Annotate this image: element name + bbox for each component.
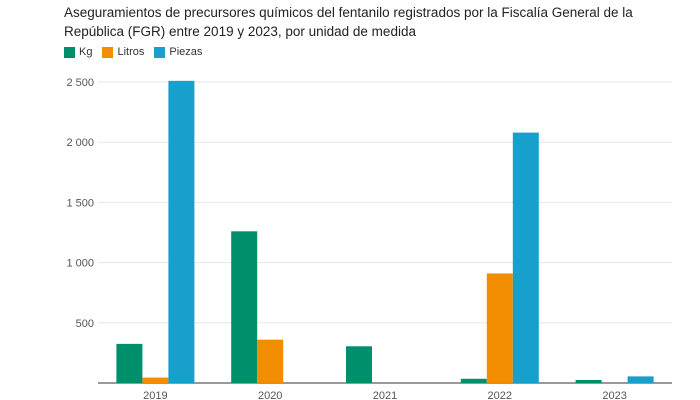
bar-litros-2020 bbox=[257, 339, 284, 383]
bar-litros-2019 bbox=[142, 377, 169, 383]
legend-label-piezas: Piezas bbox=[169, 46, 203, 58]
bar-piezas-2023 bbox=[627, 376, 654, 383]
bar-kg-2022 bbox=[460, 378, 487, 383]
x-tick-label: 2021 bbox=[373, 390, 397, 400]
bar-piezas-2019 bbox=[168, 80, 195, 383]
legend-label-litros: Litros bbox=[117, 46, 145, 58]
y-tick-label: 2 500 bbox=[66, 77, 94, 89]
legend-item-litros: Litros bbox=[102, 46, 144, 58]
legend-item-piezas: Piezas bbox=[154, 46, 202, 58]
bar-kg-2021 bbox=[346, 346, 372, 383]
y-tick-label: 1 500 bbox=[66, 197, 94, 209]
x-tick-label: 2020 bbox=[258, 390, 282, 400]
bar-piezas-2022 bbox=[512, 132, 539, 383]
x-tick-label: 2019 bbox=[143, 390, 167, 400]
bar-kg-2023 bbox=[575, 379, 602, 383]
x-tick-label: 2023 bbox=[602, 390, 626, 400]
legend: Kg Litros Piezas bbox=[64, 46, 212, 58]
y-tick-label: 2 000 bbox=[66, 137, 94, 149]
x-tick-label: 2022 bbox=[488, 390, 512, 400]
legend-label-kg: Kg bbox=[79, 46, 93, 58]
bar-litros-2022 bbox=[486, 273, 513, 383]
legend-swatch-litros bbox=[102, 46, 114, 58]
bar-kg-2019 bbox=[116, 343, 143, 383]
bar-kg-2020 bbox=[231, 231, 258, 383]
y-tick-label: 1 000 bbox=[66, 258, 94, 270]
legend-swatch-piezas bbox=[154, 46, 166, 58]
chart-title: Aseguramientos de precursores químicos d… bbox=[64, 5, 633, 39]
legend-swatch-kg bbox=[64, 46, 75, 58]
y-tick-label: 500 bbox=[76, 318, 94, 330]
legend-item-kg: Kg bbox=[64, 46, 92, 58]
